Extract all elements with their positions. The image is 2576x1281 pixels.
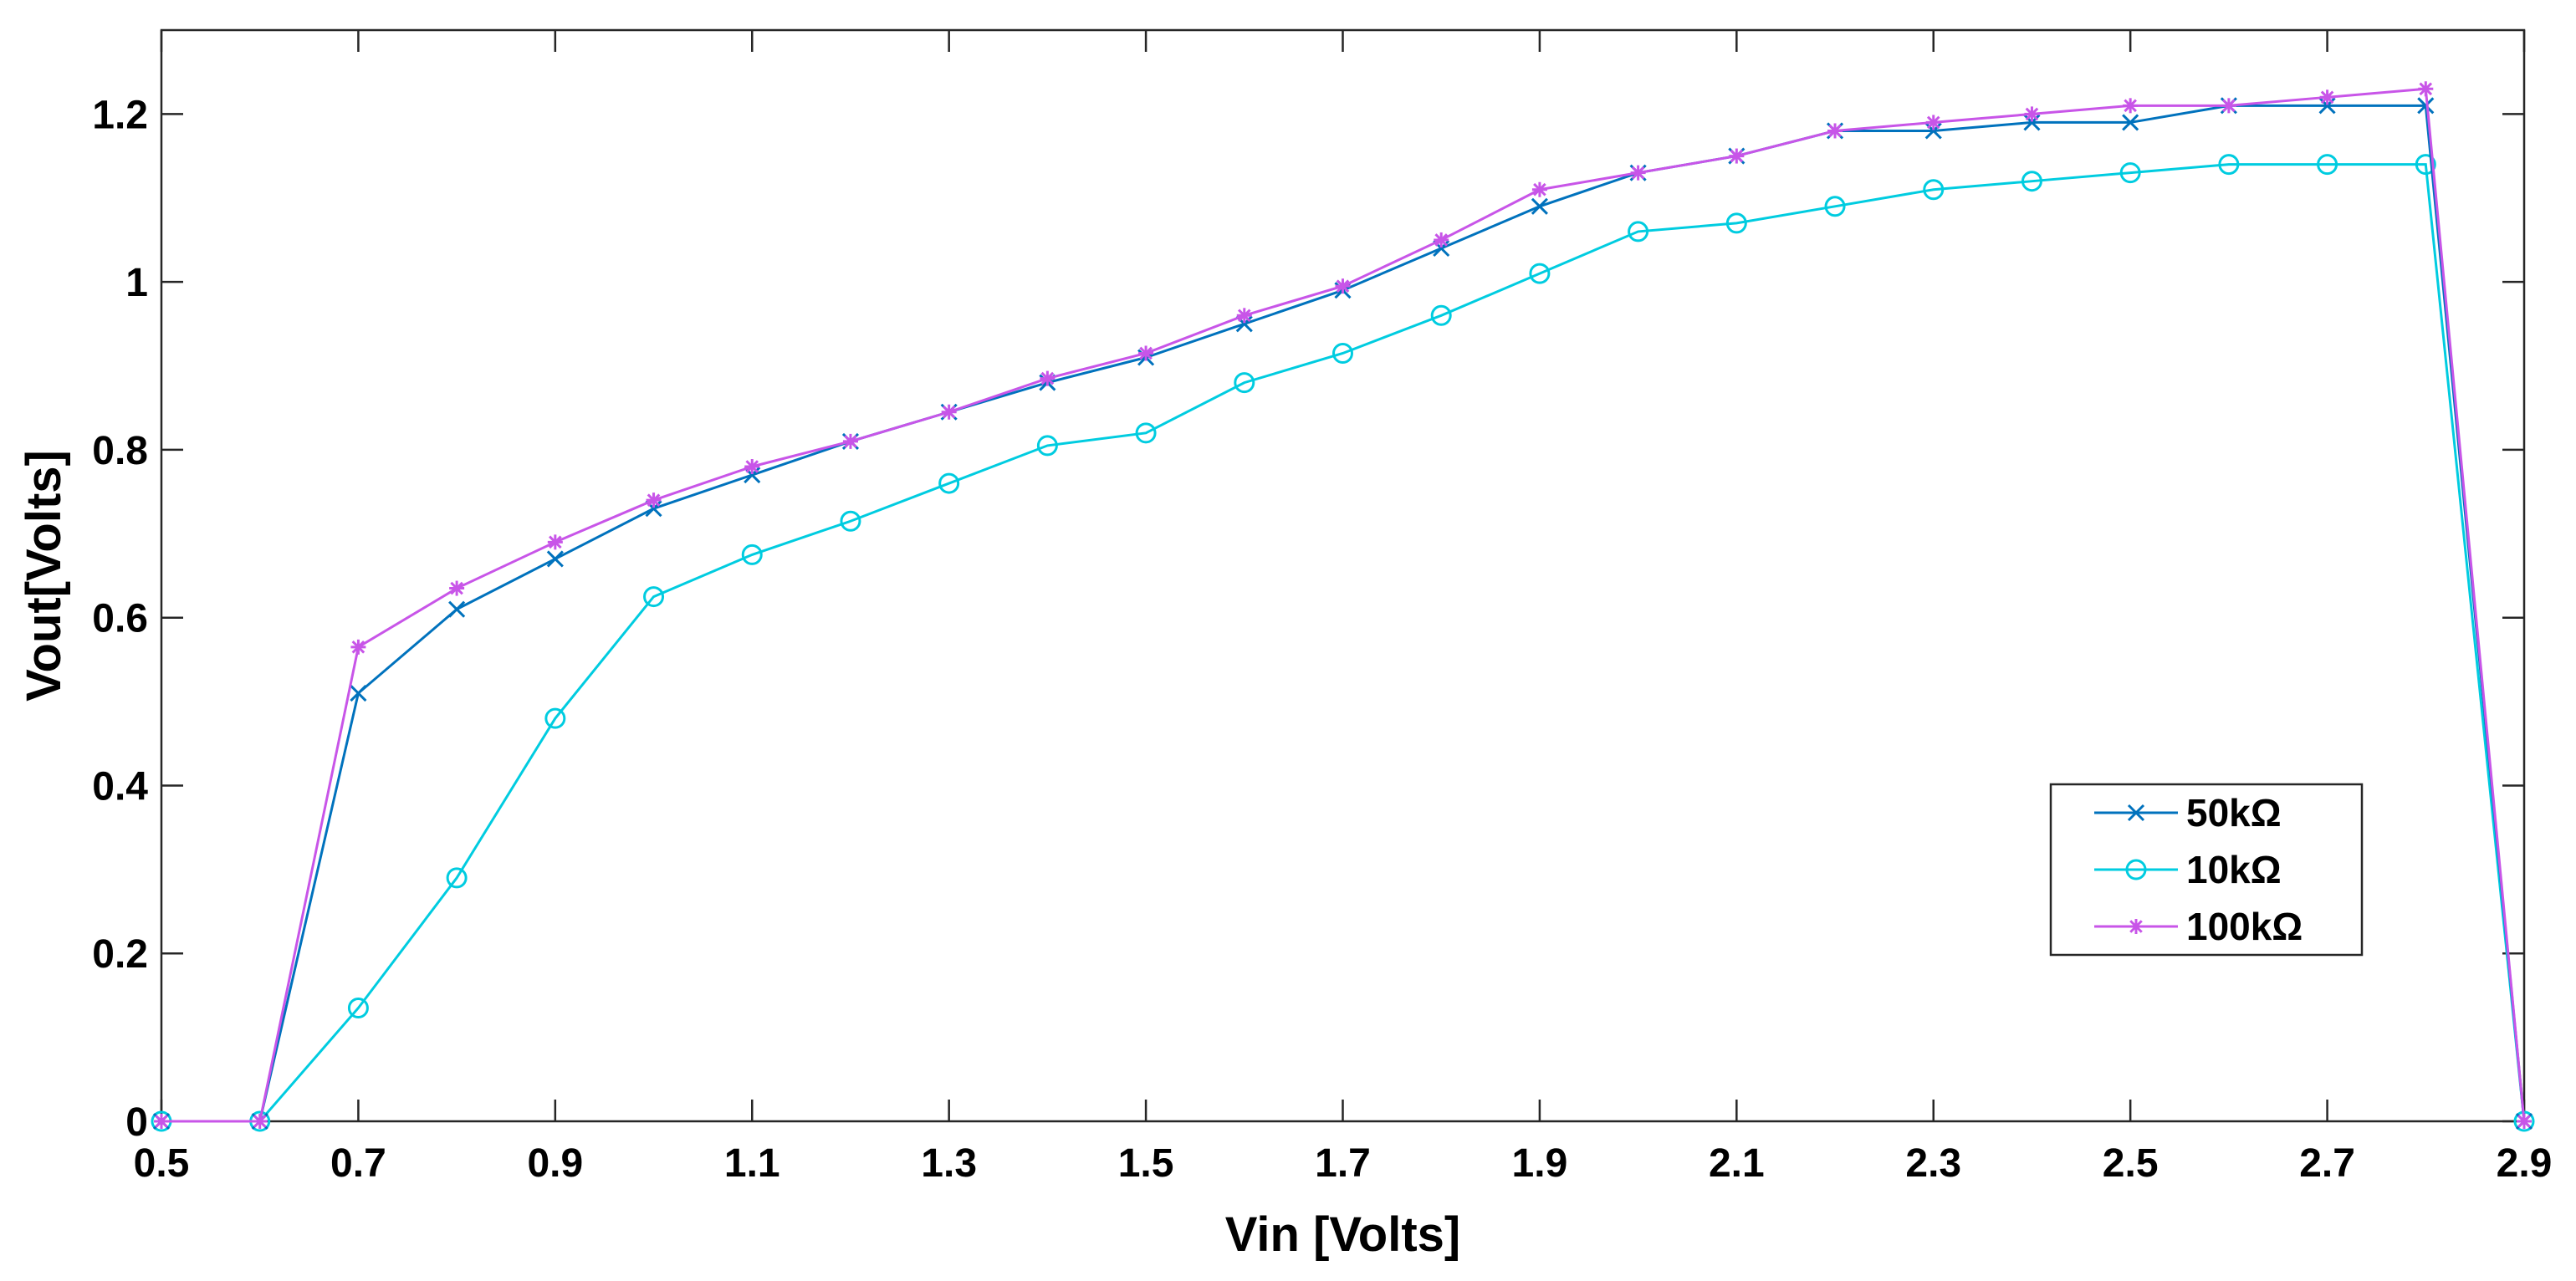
data-point bbox=[942, 405, 956, 419]
data-point bbox=[840, 510, 861, 532]
x-tick-label: 1.5 bbox=[1118, 1141, 1174, 1186]
data-point bbox=[1730, 149, 1744, 163]
x-tick-label: 1.3 bbox=[921, 1141, 977, 1186]
y-axis: 0 0.2 0.4 0.6 0.8 1 1.2 bbox=[92, 93, 2524, 1145]
y-tick-label: 0.6 bbox=[92, 597, 148, 641]
legend-item: 50kΩ bbox=[2094, 791, 2282, 834]
data-point bbox=[1628, 221, 1649, 242]
x-tick-label: 1.1 bbox=[724, 1141, 780, 1186]
y-axis-title: Vout[Volts] bbox=[17, 450, 71, 702]
data-point bbox=[350, 684, 367, 702]
x-axis-title: Vin [Volts] bbox=[1225, 1207, 1460, 1262]
data-point bbox=[1139, 346, 1153, 360]
data-point bbox=[1529, 263, 1551, 284]
data-point bbox=[844, 435, 857, 448]
data-point bbox=[546, 550, 564, 568]
series-100k bbox=[154, 81, 2532, 1129]
y-tick-label: 1 bbox=[125, 261, 148, 305]
x-tick-label: 2.9 bbox=[2497, 1141, 2553, 1186]
legend-item: 10kΩ bbox=[2094, 848, 2282, 891]
data-point bbox=[549, 535, 562, 549]
data-point bbox=[647, 493, 661, 507]
data-point bbox=[1631, 166, 1645, 180]
data-point bbox=[2125, 859, 2147, 880]
data-point bbox=[1237, 309, 1251, 323]
data-point bbox=[2222, 99, 2236, 113]
data-point bbox=[745, 460, 759, 473]
data-point bbox=[1824, 196, 1846, 217]
data-point bbox=[2127, 804, 2145, 822]
x-tick-label: 0.5 bbox=[134, 1141, 190, 1186]
data-point bbox=[1434, 233, 1449, 247]
series-line bbox=[161, 163, 2526, 1123]
data-point bbox=[448, 600, 466, 618]
x-tick-label: 0.7 bbox=[330, 1141, 386, 1186]
data-point bbox=[1926, 115, 1940, 130]
data-point bbox=[347, 997, 369, 1018]
data-point bbox=[2415, 154, 2436, 176]
x-tick-label: 2.3 bbox=[1905, 1141, 1961, 1186]
data-point bbox=[2419, 82, 2433, 96]
x-tick-label: 1.7 bbox=[1315, 1141, 1371, 1186]
data-point bbox=[450, 581, 463, 595]
data-point bbox=[2218, 154, 2240, 176]
data-point bbox=[544, 707, 566, 729]
data-point bbox=[446, 867, 468, 889]
data-point bbox=[1533, 182, 1546, 196]
y-tick-label: 0.4 bbox=[92, 764, 148, 809]
data-point bbox=[1336, 279, 1350, 293]
data-point bbox=[1725, 212, 1747, 234]
data-point bbox=[2122, 114, 2139, 131]
x-tick-label: 1.9 bbox=[1512, 1141, 1568, 1186]
legend-label: 10kΩ bbox=[2186, 848, 2282, 891]
data-point bbox=[2025, 107, 2039, 121]
x-tick-label: 2.1 bbox=[1709, 1141, 1765, 1186]
data-point bbox=[1234, 372, 1255, 394]
legend-label: 100kΩ bbox=[2186, 905, 2303, 948]
data-point bbox=[741, 544, 763, 565]
x-tick-label: 0.9 bbox=[527, 1141, 583, 1186]
data-point bbox=[1332, 342, 1353, 364]
data-point bbox=[2417, 97, 2435, 115]
x-tick-label: 2.7 bbox=[2299, 1141, 2355, 1186]
data-point bbox=[938, 472, 960, 494]
data-point bbox=[2129, 920, 2143, 933]
legend-item: 100kΩ bbox=[2094, 905, 2303, 948]
y-tick-label: 0 bbox=[125, 1100, 148, 1145]
data-point bbox=[1040, 371, 1055, 385]
y-tick-label: 1.2 bbox=[92, 93, 148, 137]
data-point bbox=[1828, 124, 1842, 138]
data-point bbox=[253, 1115, 267, 1128]
x-axis: 0.5 0.7 0.9 1.1 1.3 1.5 1.7 1.9 2.1 2.3 2.5 2.7 2.9 bbox=[134, 30, 2553, 1186]
data-point bbox=[2317, 154, 2338, 176]
data-point bbox=[1923, 179, 1945, 201]
data-point bbox=[2124, 99, 2137, 113]
series-layer bbox=[151, 81, 2535, 1132]
legend-label: 50kΩ bbox=[2186, 791, 2282, 834]
data-point bbox=[1531, 197, 1548, 215]
data-point bbox=[2320, 90, 2334, 105]
data-point bbox=[351, 640, 365, 654]
data-point bbox=[2119, 162, 2141, 184]
data-point bbox=[1430, 304, 1452, 326]
y-tick-label: 0.8 bbox=[92, 429, 148, 473]
data-point bbox=[643, 586, 665, 608]
data-point bbox=[2021, 171, 2042, 192]
data-point bbox=[1036, 435, 1058, 457]
x-tick-label: 2.5 bbox=[2103, 1141, 2159, 1186]
legend: 50kΩ 10kΩ 100kΩ bbox=[2049, 783, 2364, 957]
data-point bbox=[2517, 1115, 2531, 1128]
series-10k bbox=[151, 154, 2535, 1132]
data-point bbox=[1135, 422, 1157, 444]
y-tick-label: 0.2 bbox=[92, 932, 148, 977]
data-point bbox=[155, 1115, 168, 1128]
